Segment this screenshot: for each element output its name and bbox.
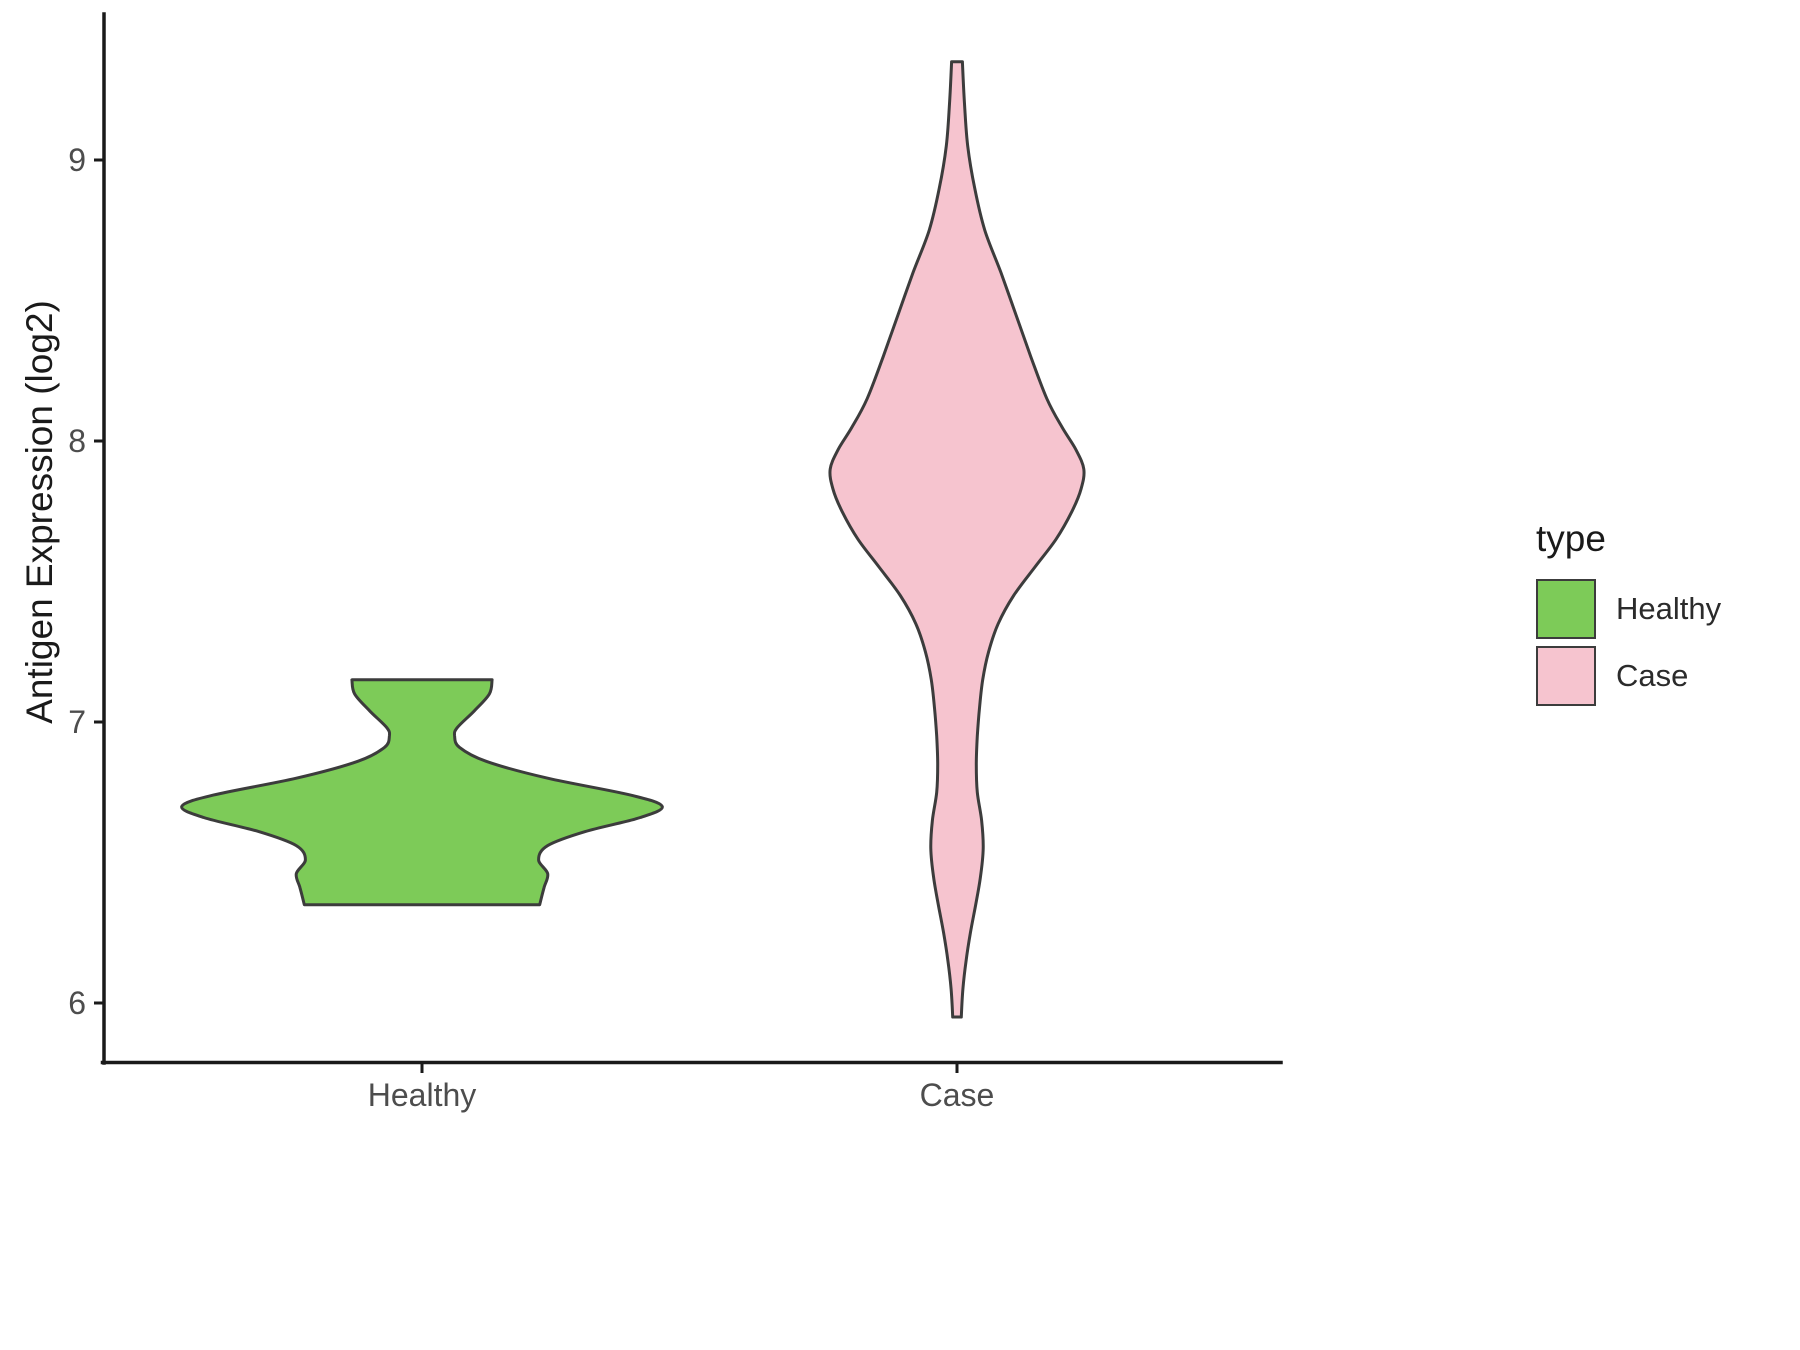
- y-tick-label-6: 6: [68, 985, 86, 1021]
- legend-entry-healthy: Healthy: [1536, 578, 1721, 640]
- legend-swatch: [1536, 646, 1596, 706]
- legend-swatch: [1536, 579, 1596, 639]
- x-tick-label-healthy: Healthy: [367, 1077, 477, 1113]
- x-tick-label-case: Case: [919, 1077, 995, 1113]
- legend-label: Case: [1616, 658, 1689, 693]
- y-axis-title: Antigen Expression (log2): [19, 300, 60, 724]
- y-tick-label-8: 8: [68, 423, 86, 459]
- legend-title: type: [1536, 518, 1606, 559]
- legend-label: Healthy: [1616, 591, 1722, 626]
- legend: type Healthy Case: [1536, 518, 1721, 712]
- y-tick-label-7: 7: [68, 704, 86, 740]
- y-tick-label-9: 9: [68, 142, 86, 178]
- violin-case: [828, 60, 1086, 1019]
- legend-entry-case: Case: [1536, 645, 1721, 707]
- violin-healthy: [180, 678, 664, 907]
